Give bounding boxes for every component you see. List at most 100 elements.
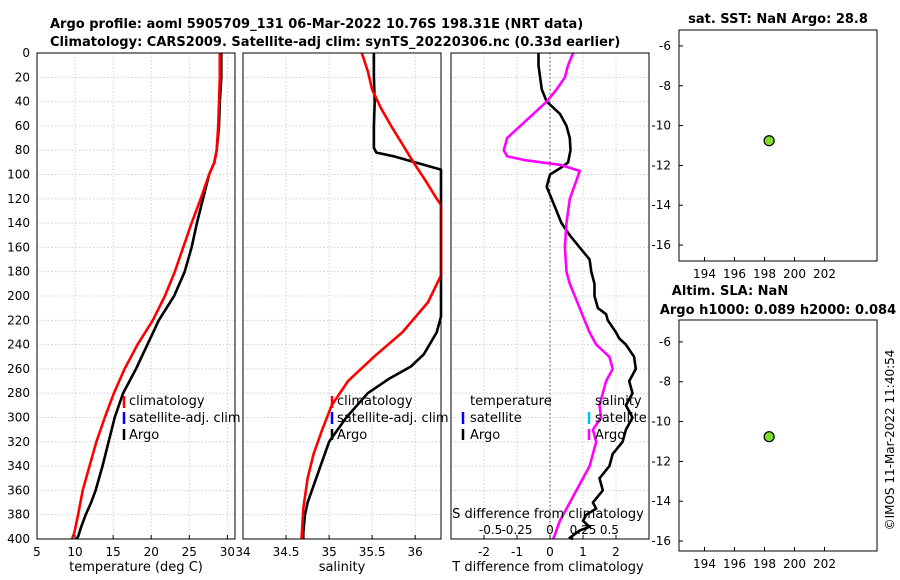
legend-label-argo: Argo [470,428,500,443]
depth-tick-label: 380 [7,508,30,522]
sla-map-title: Altim. SLA: NaN [672,284,788,299]
latitude-tick-label: -6 [659,39,671,53]
longitude-tick-label: 202 [813,267,836,281]
latitude-tick-label: -10 [651,415,671,429]
legend-label-satellite: satellite [595,411,647,426]
temperature-difference-label: T difference from climatology [451,560,644,575]
depth-tick-label: 180 [7,265,30,279]
series-line-climatology [70,53,222,540]
legend-label-satellite: satellite-adj. clim [337,411,449,426]
temperature-legend: climatology satellite-adj. clim Argo [122,394,241,443]
x-tick-label: 35.5 [359,545,386,559]
latitude-tick-label: -14 [651,494,671,508]
salinity-xlabel: salinity [319,560,366,575]
x-tick-label: 1 [579,545,587,559]
depth-tick-label: 360 [7,483,30,497]
legend-label-climatology: climatology [337,394,413,409]
difference-legend-left: temperature satellite Argo [461,394,552,443]
salinity-difference-tick-label: -0.25 [501,523,532,537]
x-tick-label: 0 [546,545,554,559]
depth-tick-label: 320 [7,435,30,449]
sst-map-frame [678,29,878,262]
x-tick-label: 30 [220,545,235,559]
series-line-climatology [300,52,443,540]
sst-map-title: sat. SST: NaN Argo: 28.8 [688,12,868,27]
temperature-x-tick-labels: 5 10 15 20 25 30 [33,535,235,559]
salinity-axes-frame [242,52,442,540]
longitude-tick-label: 200 [783,267,806,281]
series-line-argo [301,53,443,539]
salinity-grid [242,52,441,540]
salinity-difference-tick-label: -0.5 [479,523,502,537]
depth-tick-label: 260 [7,362,30,376]
latitude-tick-label: -14 [651,198,671,212]
series-line-temperature-difference [537,53,638,541]
latitude-tick-label: -8 [659,375,671,389]
temperature-panel: 0 20 40 60 80 100 120 140 160 180 200 220 240 260 280 3… [7,46,241,575]
legend-label-argo: Argo [595,428,625,443]
sst-map-grid [679,45,825,261]
temperature-lines [70,53,223,540]
salinity-difference-tick-label: 0.5 [600,523,619,537]
longitude-tick-label: 194 [693,557,716,571]
longitude-tick-label: 198 [753,557,776,571]
salinity-difference-label: S difference from climatology [452,507,644,522]
legend-label-salinity: salinity [595,394,642,409]
depth-tick-label: 40 [15,95,30,109]
salinity-legend: climatology satellite-adj. clim Argo [330,394,449,443]
difference-x-tick-labels: -2 -1 0 1 2 [478,535,620,559]
longitude-tick-label: 200 [783,557,806,571]
salinity-difference-tick-label: 0 [546,523,554,537]
salinity-panel: 34 34.5 35 35.5 36 salinity climatology sate… [235,52,449,575]
x-tick-label: 35 [321,545,336,559]
sla-map-grid [679,341,825,551]
salinity-difference-tick-labels: -0.5 -0.25 0 0.25 0.5 [479,523,619,537]
longitude-tick-label: 194 [693,267,716,281]
longitude-tick-label: 196 [723,267,746,281]
longitude-tick-label: 202 [813,557,836,571]
salinity-x-tick-labels: 34 34.5 35 35.5 36 [235,535,423,559]
depth-tick-label: 60 [15,119,30,133]
temperature-xlabel: temperature (deg C) [69,560,203,575]
legend-label-satellite: satellite-adj. clim [129,411,241,426]
legend-label-temperature: temperature [470,394,552,409]
x-tick-label: 10 [67,545,82,559]
x-tick-label: -2 [478,545,490,559]
series-line-argo [75,53,223,540]
sla-map-markers [763,431,775,443]
latitude-tick-label: -12 [651,454,671,468]
depth-tick-label: 160 [7,240,30,254]
salinity-difference-tick-label: 0.25 [570,523,597,537]
x-tick-label: -1 [511,545,523,559]
depth-tick-label: 280 [7,386,30,400]
longitude-tick-label: 198 [753,267,776,281]
argo-position-marker [763,135,775,147]
latitude-tick-label: -16 [651,534,671,548]
sla-map-tick-labels: -6 -8 -10 -12 -14 -16 194 196 198 200 202 [651,335,836,571]
x-tick-label: 5 [33,545,41,559]
depth-tick-label: 100 [7,168,30,182]
depth-tick-labels: 0 20 40 60 80 100 120 140 160 180 200 220 240 260 280 3… [7,46,30,546]
header-line1: Argo profile: aoml 5905709_131 06-Mar-20… [50,17,583,32]
x-tick-label: 36 [408,545,423,559]
legend-label-argo: Argo [337,428,367,443]
latitude-tick-label: -12 [651,158,671,172]
series-line-salinity-difference [502,52,615,540]
x-tick-label: 34.5 [273,545,300,559]
depth-tick-label: 240 [7,338,30,352]
difference-legend-right: salinity satellite Argo [587,394,647,443]
header-line2: Climatology: CARS2009. Satellite-adj cli… [50,35,620,50]
sst-map-panel: sat. SST: NaN Argo: 28.8 -6 -8 -10 -12 -14 -1… [651,12,878,281]
legend-label-argo: Argo [129,428,159,443]
sla-map-panel: Altim. SLA: NaN Argo h1000: 0.089 h2000:… [651,284,896,571]
depth-tick-label: 0 [22,46,30,60]
difference-panel: -2 -1 0 1 2 -0.5 -0.25 0 0.25 0.5 S difference f… [450,52,650,575]
depth-tick-label: 200 [7,289,30,303]
latitude-tick-label: -16 [651,238,671,252]
temperature-grid [36,52,235,540]
x-tick-label: 20 [144,545,159,559]
difference-lines [502,52,638,541]
longitude-tick-label: 196 [723,557,746,571]
sst-map-markers [763,135,775,147]
